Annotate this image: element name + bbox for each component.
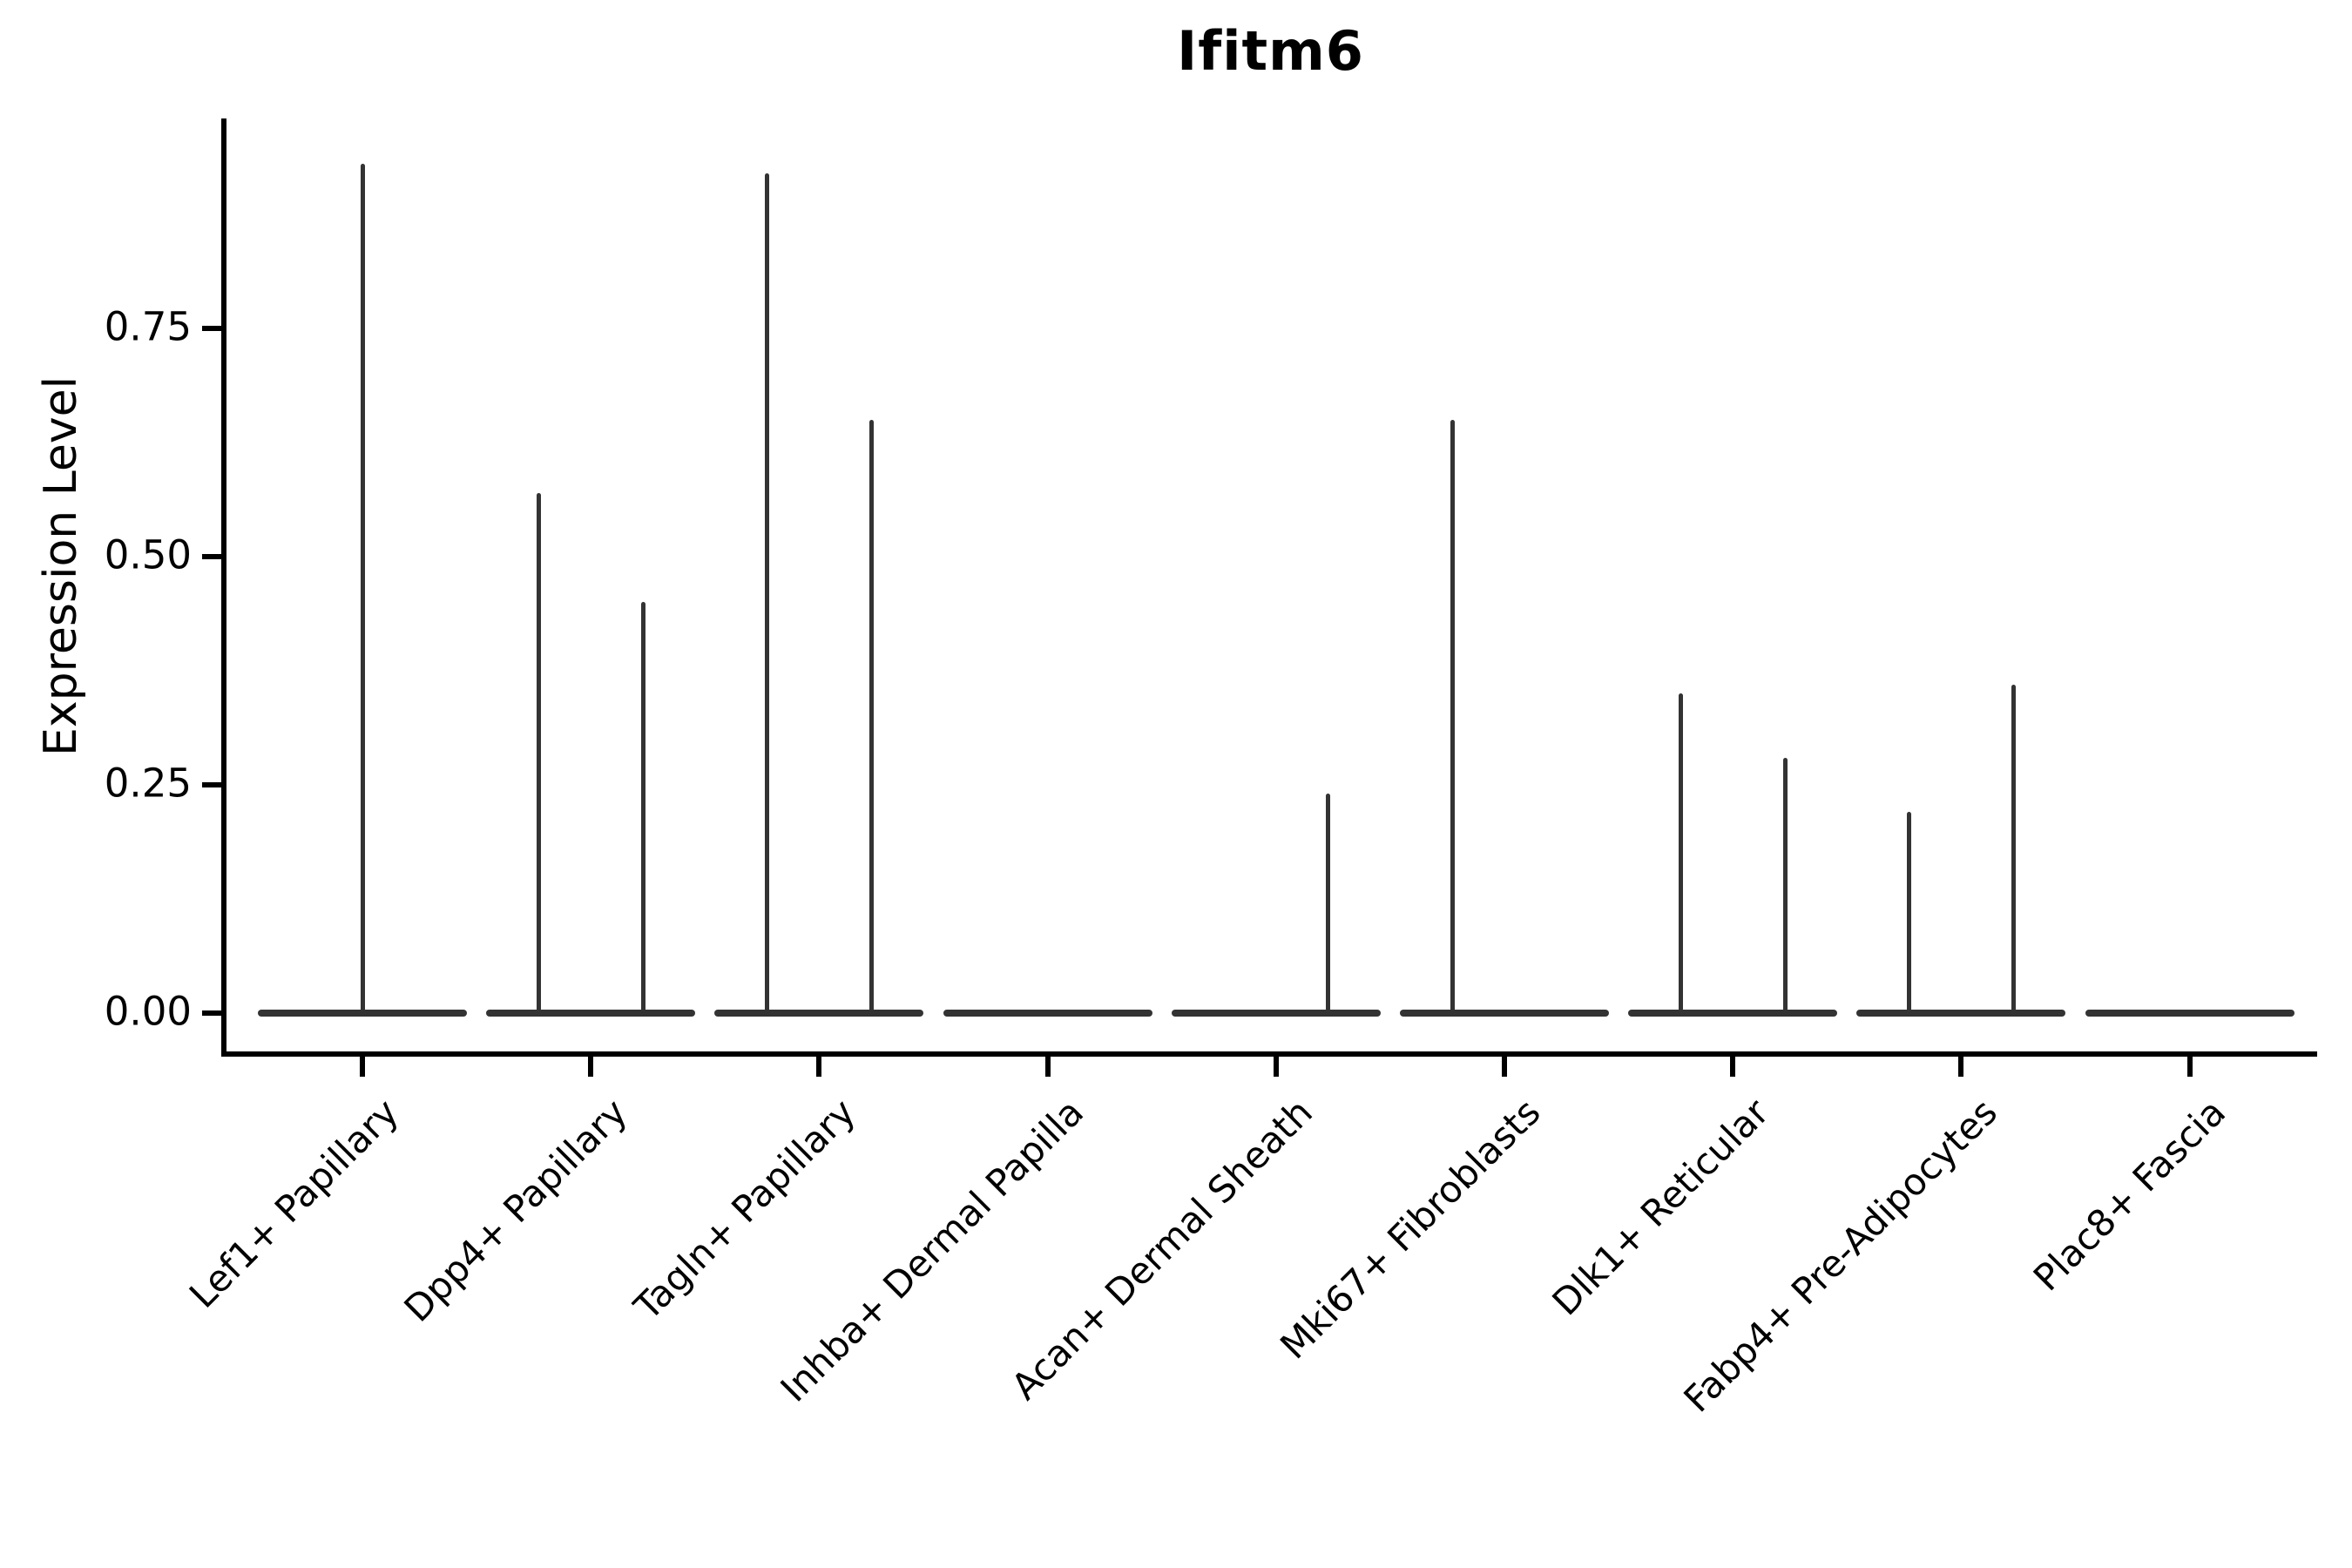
y-tick-label: 0.75: [104, 303, 192, 350]
x-tick-mark: [360, 1057, 365, 1077]
x-tick-mark: [588, 1057, 594, 1077]
x-tick-label: Lef1+ Papillary: [180, 1091, 407, 1316]
violin-body: [943, 1010, 1152, 1017]
violin-body: [1171, 1010, 1381, 1017]
violin-max-spike: [1906, 812, 1911, 1013]
chart-title: Ifitm6: [1177, 19, 1364, 83]
x-tick-mark: [1273, 1057, 1279, 1077]
x-tick-label: Plac8+ Fascia: [2024, 1091, 2234, 1300]
violin-max-spike: [1782, 757, 1788, 1013]
x-tick-mark: [816, 1057, 822, 1077]
y-tick-label: 0.50: [104, 531, 192, 578]
x-tick-label: Mki67+ Fibroblasts: [1272, 1091, 1549, 1368]
violin-max-spike: [1326, 794, 1331, 1013]
violin-max-spike: [868, 419, 874, 1013]
y-tick-mark: [202, 326, 221, 331]
violin-max-spike: [764, 172, 769, 1013]
y-tick-label: 0.00: [104, 988, 192, 1035]
x-tick-label: Tagln+ Papillary: [625, 1091, 864, 1328]
violin-body: [258, 1010, 467, 1017]
violin-max-spike: [360, 164, 365, 1013]
violin-body: [1856, 1010, 2066, 1017]
violin-max-spike: [536, 492, 541, 1013]
violin-max-spike: [1450, 419, 1455, 1013]
x-tick-mark: [1730, 1057, 1736, 1077]
violin-max-spike: [2011, 684, 2016, 1013]
x-tick-label: Dpp4+ Papillary: [395, 1091, 635, 1330]
violin-body: [486, 1010, 696, 1017]
x-tick-mark: [2186, 1057, 2193, 1077]
y-axis-spine: [221, 118, 226, 1057]
violin-body: [1400, 1010, 1609, 1017]
x-tick-mark: [1502, 1057, 1507, 1077]
violin-body: [2085, 1010, 2295, 1017]
y-tick-mark: [202, 1010, 221, 1016]
violin-body: [1628, 1010, 1838, 1017]
violin-max-spike: [640, 602, 645, 1013]
y-tick-label: 0.25: [104, 760, 192, 807]
y-tick-mark: [202, 782, 221, 787]
violin-max-spike: [1678, 693, 1683, 1013]
x-axis-spine: [221, 1051, 2317, 1057]
x-tick-label: Dlk1+ Reticular: [1544, 1091, 1777, 1324]
x-tick-mark: [1958, 1057, 1964, 1077]
violin-body: [714, 1010, 924, 1017]
x-tick-mark: [1044, 1057, 1051, 1077]
y-tick-mark: [202, 554, 221, 559]
